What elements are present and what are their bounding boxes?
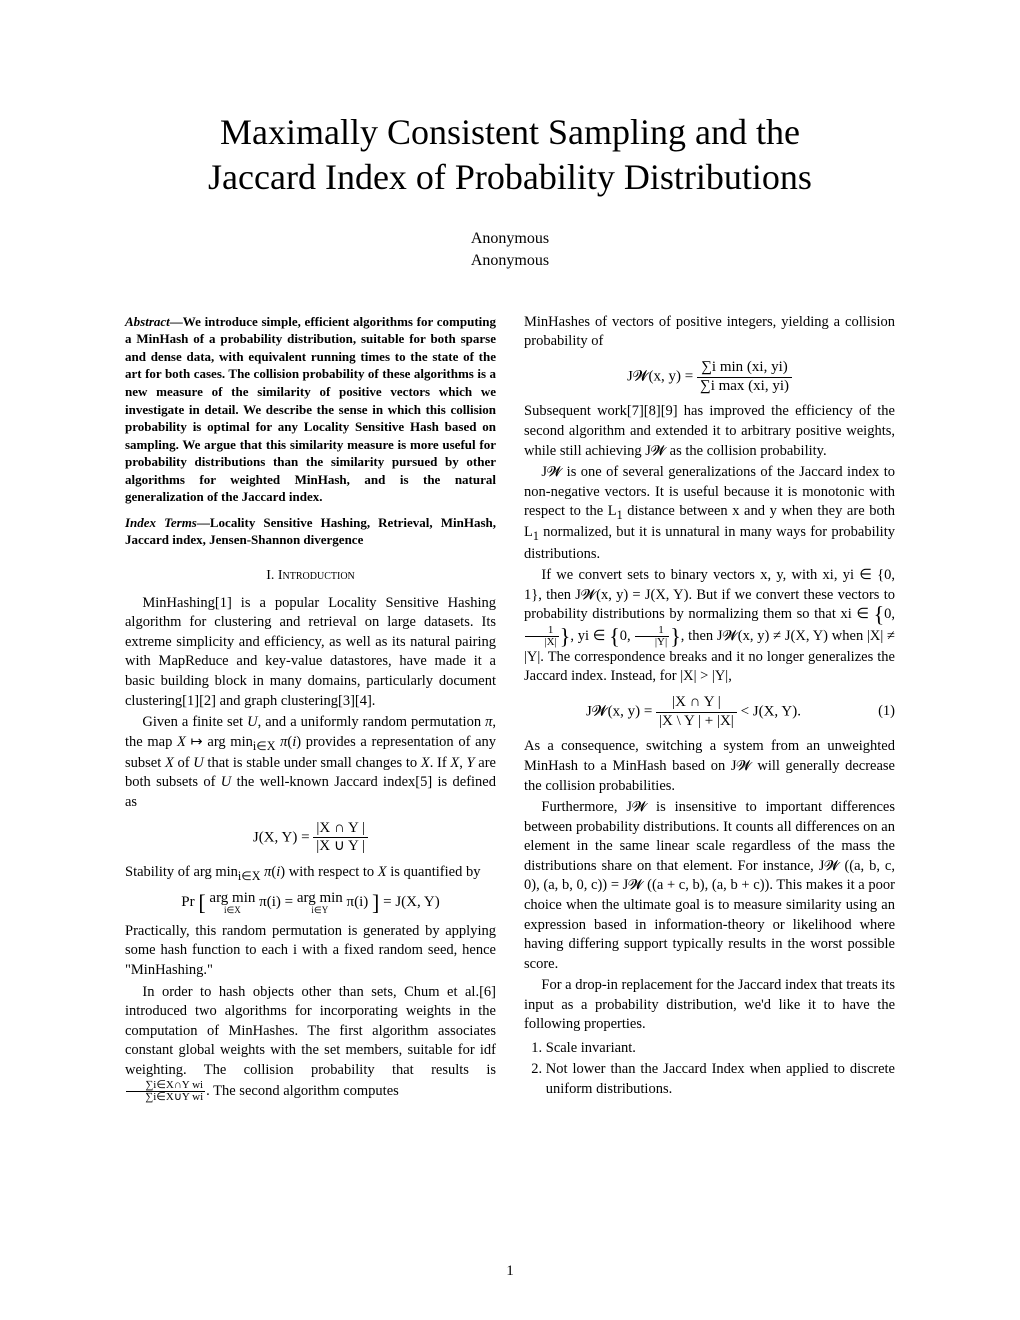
eq-lhs: J𝓦(x, y) = bbox=[627, 369, 697, 385]
text: with respect to bbox=[285, 864, 378, 880]
equation-probability: Pr [ arg mini∈X π(i) = arg mini∈Y π(i) ]… bbox=[125, 892, 496, 914]
list-item: Scale invariant. bbox=[546, 1039, 895, 1059]
author-1: Anonymous bbox=[471, 230, 549, 247]
left-column: Abstract—We introduce simple, efficient … bbox=[125, 313, 496, 1106]
equation-jaccard: J(X, Y) = |X ∩ Y ||X ∪ Y | bbox=[125, 821, 496, 856]
eq-num: |X ∩ Y | bbox=[656, 695, 737, 713]
abstract: Abstract—We introduce simple, efficient … bbox=[125, 313, 496, 506]
eq-den: ∑i max (xi, yi) bbox=[697, 378, 792, 395]
properties-list: Scale invariant. Not lower than the Jacc… bbox=[546, 1039, 895, 1100]
frac-den: ∑i∈X∪Y wi bbox=[126, 1092, 205, 1103]
text: normalized, but it is unnatural in many … bbox=[524, 524, 895, 561]
left-para-1: MinHashing[1] is a popular Locality Sens… bbox=[125, 594, 496, 711]
equation-jw: J𝓦(x, y) = ∑i min (xi, yi)∑i max (xi, yi… bbox=[524, 360, 895, 395]
text: of bbox=[174, 755, 193, 771]
index-terms: Index Terms—Locality Sensitive Hashing, … bbox=[125, 514, 496, 549]
authors-block: Anonymous Anonymous bbox=[125, 228, 895, 273]
eq-num: ∑i min (xi, yi) bbox=[697, 360, 792, 378]
text: is quantified by bbox=[387, 864, 481, 880]
right-para-2: Subsequent work[7][8][9] has improved th… bbox=[524, 402, 895, 461]
text: , and a uniformly random permutation bbox=[258, 714, 486, 730]
text: . If bbox=[430, 755, 451, 771]
text: 0, bbox=[884, 606, 895, 622]
text: that is stable under small changes to bbox=[204, 755, 421, 771]
section-1-heading: I. Introduction bbox=[125, 567, 496, 586]
left-para-4: Practically, this random permutation is … bbox=[125, 922, 496, 981]
index-terms-label: Index Terms bbox=[125, 515, 197, 530]
text: Stability of bbox=[125, 864, 193, 880]
right-para-1: MinHashes of vectors of positive integer… bbox=[524, 313, 895, 352]
eq-den: |X ∪ Y | bbox=[313, 838, 368, 855]
frac-den: |X| bbox=[525, 637, 559, 648]
two-column-body: Abstract—We introduce simple, efficient … bbox=[125, 313, 895, 1106]
right-para-6: Furthermore, J𝓦 is insensitive to import… bbox=[524, 798, 895, 974]
eq-argmin2: arg min bbox=[297, 890, 343, 906]
left-para-5: In order to hash objects other than sets… bbox=[125, 983, 496, 1104]
equation-number: (1) bbox=[863, 702, 895, 722]
eq-den: |X \ Y | + |X| bbox=[656, 713, 737, 730]
eq-argmin: arg min bbox=[209, 890, 255, 906]
eq-rhs: < J(X, Y). bbox=[737, 704, 801, 720]
eq-sub: i∈X bbox=[209, 906, 255, 914]
eq-num: |X ∩ Y | bbox=[313, 821, 368, 839]
abstract-label: Abstract bbox=[125, 314, 170, 329]
text: . The second algorithm computes bbox=[206, 1083, 399, 1099]
eq-lhs: J𝓦(x, y) = bbox=[586, 704, 656, 720]
page-number: 1 bbox=[0, 1263, 1020, 1280]
author-2: Anonymous bbox=[471, 252, 549, 269]
text: If we convert sets to binary vectors x, … bbox=[524, 567, 895, 622]
equation-1: J𝓦(x, y) = |X ∩ Y ||X \ Y | + |X| < J(X,… bbox=[524, 695, 895, 730]
list-item: Not lower than the Jaccard Index when ap… bbox=[546, 1060, 895, 1099]
eq-pr: Pr bbox=[181, 895, 194, 911]
right-para-4: If we convert sets to binary vectors x, … bbox=[524, 566, 895, 687]
eq-mid: π(i) = bbox=[259, 895, 297, 911]
title-line-1: Maximally Consistent Sampling and the bbox=[220, 112, 800, 152]
right-para-7: For a drop-in replacement for the Jaccar… bbox=[524, 976, 895, 1035]
left-para-3: Stability of arg mini∈X π(i) with respec… bbox=[125, 863, 496, 884]
text: In order to hash objects other than sets… bbox=[125, 984, 496, 1078]
eq-lhs: J(X, Y) = bbox=[253, 829, 313, 845]
list-text: Not lower than the Jaccard Index when ap… bbox=[546, 1061, 895, 1097]
list-text: Scale invariant. bbox=[546, 1040, 636, 1056]
paper-title: Maximally Consistent Sampling and the Ja… bbox=[125, 110, 895, 200]
text: Given a finite set bbox=[142, 714, 247, 730]
abstract-text: —We introduce simple, efficient algorith… bbox=[125, 314, 496, 504]
right-para-5: As a consequence, switching a system fro… bbox=[524, 737, 895, 796]
text: , yi ∈ bbox=[570, 628, 609, 644]
right-para-3: J𝓦 is one of several generalizations of … bbox=[524, 463, 895, 564]
frac-den: |Y| bbox=[635, 637, 669, 648]
title-line-2: Jaccard Index of Probability Distributio… bbox=[208, 157, 812, 197]
text: 0, bbox=[620, 628, 635, 644]
eq-rhs: = J(X, Y) bbox=[383, 895, 440, 911]
right-column: MinHashes of vectors of positive integer… bbox=[524, 313, 895, 1106]
eq-sub2: i∈Y bbox=[297, 906, 343, 914]
left-para-2: Given a finite set U, and a uniformly ra… bbox=[125, 713, 496, 812]
eq-end: π(i) bbox=[347, 895, 369, 911]
